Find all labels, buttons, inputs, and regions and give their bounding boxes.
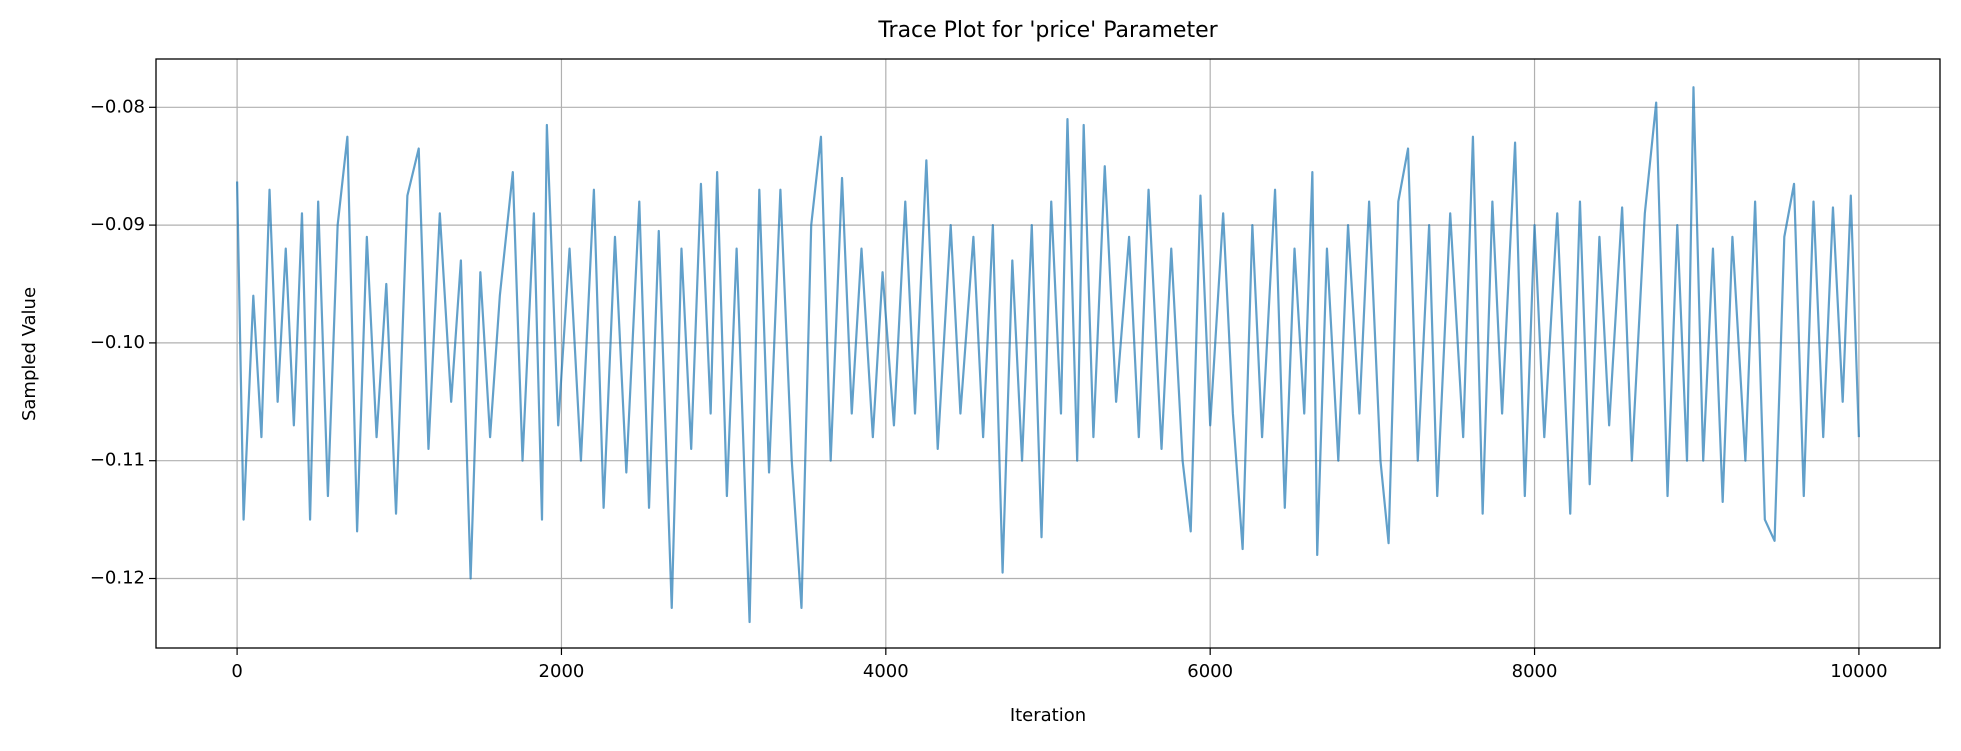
y-tick-label: −0.10 xyxy=(90,332,145,353)
y-tick-label: −0.12 xyxy=(90,567,145,588)
x-tick-label: 6000 xyxy=(1187,661,1233,682)
x-tick-label: 8000 xyxy=(1512,661,1558,682)
trace-line xyxy=(235,86,1861,624)
x-axis-label: Iteration xyxy=(1010,705,1086,726)
y-tick-label: −0.08 xyxy=(90,96,145,117)
y-tick-label: −0.11 xyxy=(90,450,145,471)
plot-frame xyxy=(155,58,1941,649)
x-tick-label: 4000 xyxy=(863,661,909,682)
x-tick-label: 2000 xyxy=(539,661,585,682)
x-tick-label: 10000 xyxy=(1830,661,1887,682)
y-tick-label: −0.09 xyxy=(90,214,145,235)
x-tick-label: 0 xyxy=(231,661,242,682)
chart-title: Trace Plot for 'price' Parameter xyxy=(877,18,1218,43)
y-axis-label: Sampled Value xyxy=(19,287,40,421)
